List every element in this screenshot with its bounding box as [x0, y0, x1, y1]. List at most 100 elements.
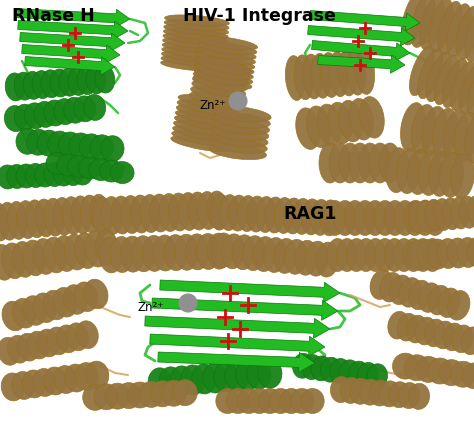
Ellipse shape: [330, 376, 352, 403]
Ellipse shape: [447, 4, 471, 57]
Ellipse shape: [416, 357, 441, 382]
Ellipse shape: [148, 368, 173, 398]
Ellipse shape: [410, 47, 435, 96]
Ellipse shape: [169, 193, 190, 231]
Ellipse shape: [410, 0, 435, 47]
Ellipse shape: [64, 234, 88, 270]
Ellipse shape: [194, 66, 253, 80]
Ellipse shape: [83, 94, 106, 121]
Ellipse shape: [12, 299, 36, 328]
Ellipse shape: [173, 120, 235, 136]
FancyArrow shape: [20, 33, 125, 51]
Ellipse shape: [181, 365, 205, 395]
Ellipse shape: [425, 319, 446, 347]
Ellipse shape: [54, 365, 77, 393]
Ellipse shape: [404, 355, 430, 381]
Ellipse shape: [35, 163, 55, 187]
Ellipse shape: [209, 144, 266, 159]
Ellipse shape: [360, 379, 381, 405]
Ellipse shape: [56, 325, 79, 353]
Ellipse shape: [164, 19, 229, 31]
Ellipse shape: [292, 198, 312, 234]
Ellipse shape: [365, 239, 386, 272]
FancyArrow shape: [15, 8, 130, 27]
Ellipse shape: [164, 15, 229, 26]
Ellipse shape: [53, 288, 77, 317]
Ellipse shape: [162, 46, 227, 58]
Ellipse shape: [149, 194, 171, 232]
Circle shape: [229, 92, 247, 110]
Ellipse shape: [22, 240, 46, 276]
Ellipse shape: [214, 362, 238, 392]
Ellipse shape: [264, 238, 287, 272]
Ellipse shape: [305, 241, 328, 276]
Ellipse shape: [349, 143, 371, 183]
Ellipse shape: [228, 195, 248, 231]
Ellipse shape: [319, 143, 341, 183]
Ellipse shape: [188, 192, 209, 230]
Ellipse shape: [367, 364, 387, 389]
Ellipse shape: [459, 64, 474, 114]
Ellipse shape: [85, 231, 108, 267]
Ellipse shape: [324, 201, 346, 236]
Ellipse shape: [90, 135, 113, 161]
Ellipse shape: [357, 363, 378, 387]
Circle shape: [179, 294, 197, 312]
Ellipse shape: [210, 132, 268, 147]
Ellipse shape: [354, 201, 376, 236]
Ellipse shape: [374, 201, 396, 236]
Ellipse shape: [248, 388, 271, 414]
Ellipse shape: [302, 354, 322, 379]
Ellipse shape: [237, 388, 260, 414]
Ellipse shape: [212, 119, 270, 135]
Ellipse shape: [418, 49, 443, 99]
Ellipse shape: [77, 67, 97, 95]
Ellipse shape: [161, 55, 226, 66]
Ellipse shape: [414, 201, 436, 236]
Ellipse shape: [33, 368, 56, 396]
Ellipse shape: [397, 313, 418, 341]
Ellipse shape: [237, 195, 258, 231]
Ellipse shape: [462, 363, 474, 389]
Ellipse shape: [412, 239, 433, 272]
Ellipse shape: [396, 148, 420, 194]
Ellipse shape: [0, 202, 18, 240]
Ellipse shape: [35, 199, 55, 237]
Ellipse shape: [316, 242, 339, 277]
Ellipse shape: [0, 338, 20, 365]
Ellipse shape: [401, 103, 426, 152]
Ellipse shape: [457, 237, 474, 267]
Ellipse shape: [454, 112, 474, 162]
Ellipse shape: [258, 388, 282, 414]
Ellipse shape: [406, 315, 427, 343]
Ellipse shape: [73, 96, 96, 122]
Ellipse shape: [175, 110, 237, 126]
Ellipse shape: [301, 199, 322, 235]
Ellipse shape: [74, 282, 98, 312]
Ellipse shape: [101, 197, 123, 234]
Ellipse shape: [364, 201, 386, 236]
Ellipse shape: [41, 70, 61, 98]
Ellipse shape: [317, 104, 342, 146]
Ellipse shape: [197, 41, 257, 55]
Ellipse shape: [16, 164, 36, 188]
Ellipse shape: [246, 359, 271, 389]
Ellipse shape: [43, 237, 67, 273]
Ellipse shape: [100, 136, 124, 162]
Ellipse shape: [161, 380, 186, 406]
Ellipse shape: [27, 129, 50, 155]
Ellipse shape: [269, 388, 292, 414]
Ellipse shape: [392, 353, 418, 379]
Ellipse shape: [350, 378, 371, 404]
Ellipse shape: [465, 8, 474, 62]
Ellipse shape: [442, 198, 461, 230]
Ellipse shape: [301, 388, 324, 414]
Ellipse shape: [349, 99, 374, 140]
Ellipse shape: [193, 74, 247, 91]
Ellipse shape: [438, 288, 460, 318]
Ellipse shape: [207, 233, 231, 269]
FancyArrow shape: [150, 334, 325, 356]
Ellipse shape: [32, 71, 52, 99]
Ellipse shape: [196, 51, 255, 65]
Ellipse shape: [207, 191, 228, 229]
